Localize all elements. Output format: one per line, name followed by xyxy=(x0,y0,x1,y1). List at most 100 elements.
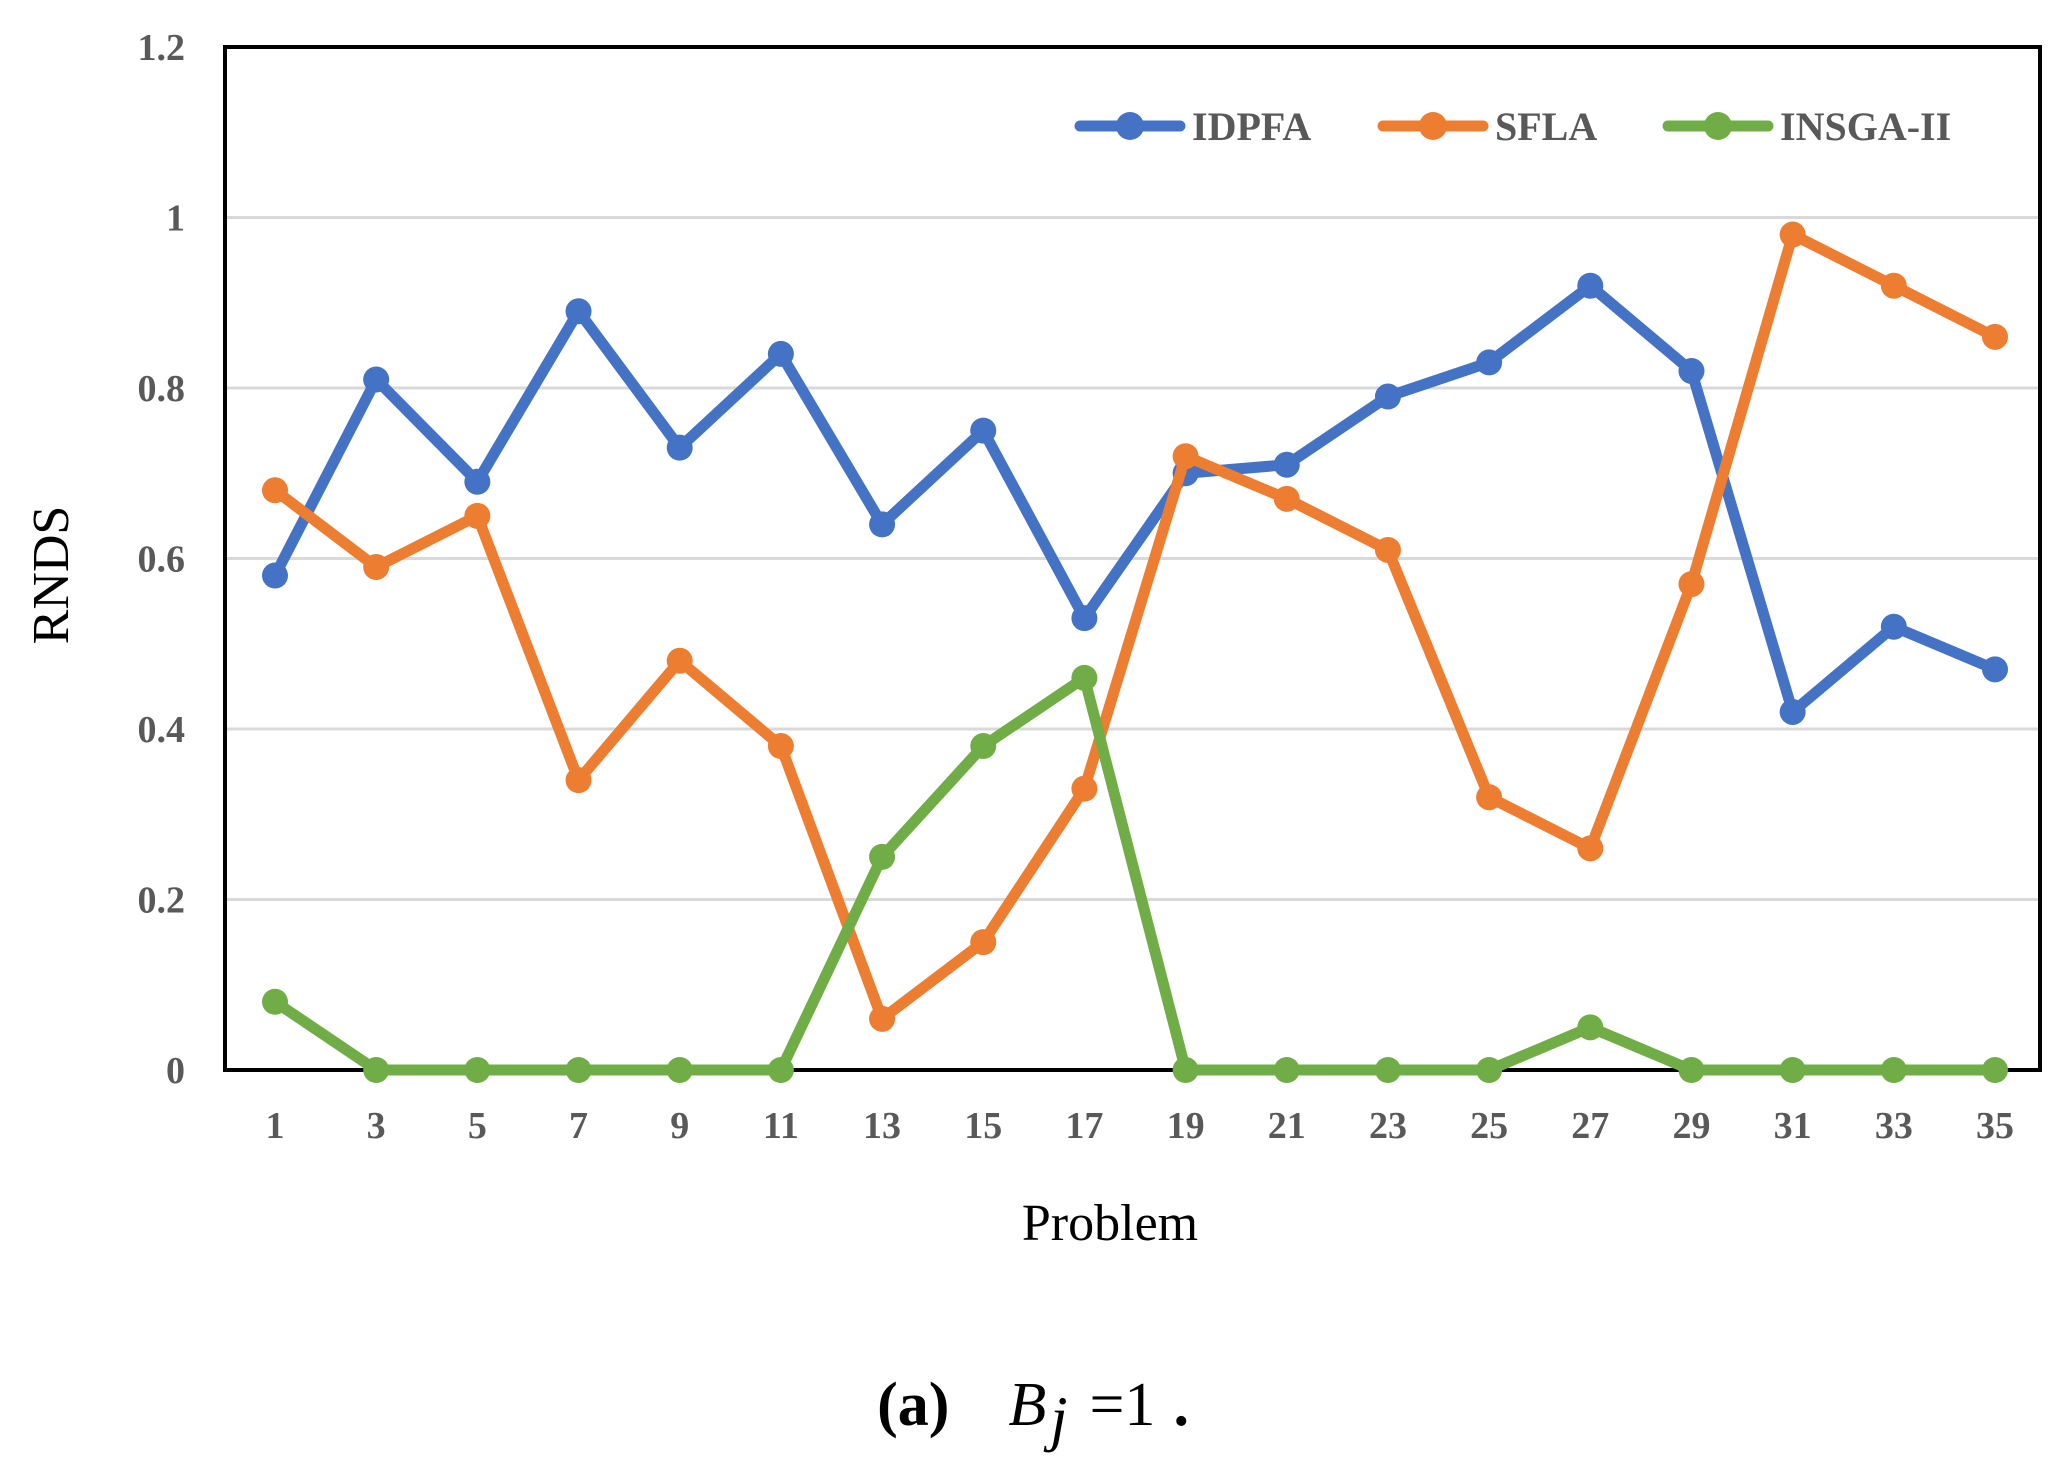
y-tick-label: 1 xyxy=(166,198,185,240)
data-point xyxy=(666,1057,693,1083)
x-tick-label: 21 xyxy=(1268,1105,1306,1147)
data-point xyxy=(565,298,592,325)
legend-item: IDPFA xyxy=(1074,104,1311,149)
series-layer xyxy=(262,221,2008,1083)
plot-area-border xyxy=(223,45,2042,1072)
data-point xyxy=(970,417,997,444)
data-point xyxy=(1678,357,1705,384)
caption-subscript: j xyxy=(1043,1385,1067,1453)
data-point xyxy=(1880,1057,1907,1083)
x-axis-title: Problem xyxy=(1022,1195,1198,1252)
y-tick-label: 0.2 xyxy=(138,880,186,922)
data-point xyxy=(869,511,896,538)
data-point xyxy=(464,468,491,495)
data-point xyxy=(1982,656,2008,683)
caption-variable: B xyxy=(1008,1371,1046,1439)
series-idpfa xyxy=(262,272,2008,725)
y-tick-label: 1.2 xyxy=(138,27,186,69)
x-tick-label: 27 xyxy=(1571,1105,1609,1147)
legend-item: INSGA-II xyxy=(1662,104,1951,149)
legend-item: SFLA xyxy=(1377,104,1597,149)
data-point xyxy=(1982,323,2008,350)
series-line xyxy=(269,672,2001,1076)
x-tick-label: 29 xyxy=(1672,1105,1710,1147)
y-axis-title: RNDS xyxy=(23,506,80,645)
data-point xyxy=(1476,784,1503,811)
legend-label: SFLA xyxy=(1495,104,1597,149)
data-point xyxy=(262,562,288,589)
x-tick-label: 3 xyxy=(367,1105,386,1147)
x-tick-label: 31 xyxy=(1774,1105,1812,1147)
data-point xyxy=(363,1057,390,1083)
data-point xyxy=(1577,1014,1604,1041)
figure-caption: (a) B j =1 . xyxy=(877,1371,1189,1453)
legend: IDPFA SFLA INSGA-II xyxy=(1074,104,1951,149)
x-axis-ticks: 1 3 5 7 9 11 13 15 17 19 21 23 25 27 29 31 33 35 xyxy=(266,1105,2015,1147)
data-point xyxy=(767,733,794,760)
data-point xyxy=(767,340,794,367)
data-point xyxy=(1172,1057,1199,1083)
y-tick-label: 0.8 xyxy=(138,368,186,410)
x-tick-label: 17 xyxy=(1065,1105,1103,1147)
x-tick-label: 35 xyxy=(1976,1105,2014,1147)
data-point xyxy=(363,366,390,393)
data-point xyxy=(970,733,997,760)
legend-label: IDPFA xyxy=(1192,104,1311,149)
series-sfla xyxy=(262,221,2008,1032)
data-point xyxy=(464,502,491,529)
data-point xyxy=(262,988,288,1015)
data-point xyxy=(1273,451,1300,478)
data-point xyxy=(869,1005,896,1032)
data-point xyxy=(565,767,592,794)
legend-marker xyxy=(1419,112,1447,140)
data-point xyxy=(262,477,288,504)
data-point xyxy=(1374,1057,1401,1083)
caption-equation: =1 xyxy=(1089,1371,1155,1439)
legend-label: INSGA-II xyxy=(1780,104,1951,149)
x-tick-label: 7 xyxy=(569,1105,588,1147)
data-point xyxy=(666,434,693,461)
data-point xyxy=(464,1057,491,1083)
x-tick-label: 25 xyxy=(1470,1105,1508,1147)
x-tick-label: 23 xyxy=(1369,1105,1407,1147)
data-point xyxy=(1071,605,1098,632)
data-point xyxy=(1273,485,1300,512)
data-point xyxy=(1577,272,1604,299)
legend-marker xyxy=(1116,112,1144,140)
data-point xyxy=(565,1057,592,1083)
x-tick-label: 33 xyxy=(1875,1105,1913,1147)
data-point xyxy=(1982,1057,2008,1083)
data-point xyxy=(767,1057,794,1083)
data-point xyxy=(1678,571,1705,598)
data-point xyxy=(1880,613,1907,640)
data-point xyxy=(1779,1057,1806,1083)
y-tick-label: 0 xyxy=(166,1050,185,1092)
series-line xyxy=(269,229,2001,1025)
data-point xyxy=(970,929,997,956)
data-point xyxy=(363,554,390,581)
x-tick-label: 11 xyxy=(763,1105,799,1147)
caption-period: . xyxy=(1173,1371,1189,1439)
data-point xyxy=(1071,775,1098,802)
y-tick-label: 0.4 xyxy=(138,709,186,751)
series-insga-ii xyxy=(262,664,2008,1083)
data-point xyxy=(869,843,896,870)
y-tick-label: 0.6 xyxy=(138,539,186,581)
data-point xyxy=(1779,698,1806,725)
x-tick-label: 5 xyxy=(468,1105,487,1147)
data-point xyxy=(1071,664,1098,691)
data-point xyxy=(1678,1057,1705,1083)
series-line xyxy=(269,280,2001,718)
y-axis-ticks: 0 0.2 0.4 0.6 0.8 1 1.2 xyxy=(138,27,186,1092)
data-point xyxy=(1779,221,1806,248)
data-point xyxy=(1880,272,1907,299)
x-tick-label: 9 xyxy=(670,1105,689,1147)
legend-marker xyxy=(1704,112,1732,140)
data-point xyxy=(1476,1057,1503,1083)
data-point xyxy=(1374,536,1401,563)
x-tick-label: 1 xyxy=(266,1105,285,1147)
data-point xyxy=(1273,1057,1300,1083)
x-tick-label: 19 xyxy=(1167,1105,1205,1147)
data-point xyxy=(1172,443,1199,470)
